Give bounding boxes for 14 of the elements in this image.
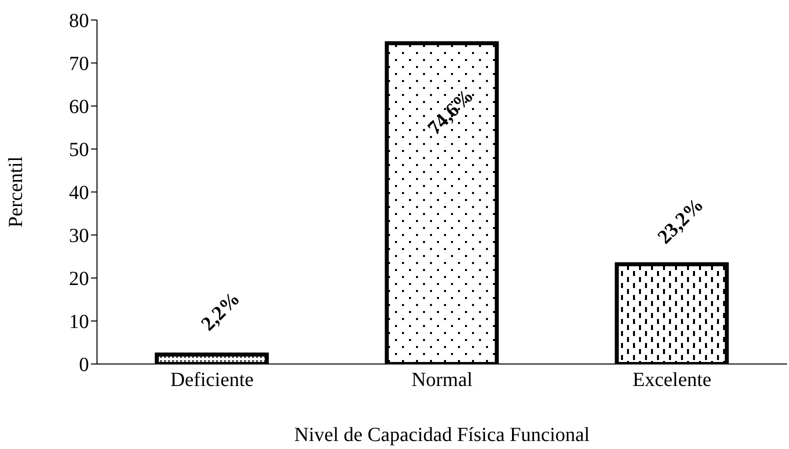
x-tick-label: Excelente	[632, 369, 712, 392]
y-tick-label: 70	[69, 53, 89, 76]
y-tick-label: 0	[79, 354, 89, 376]
x-axis-title: Nivel de Capacidad Física Funcional	[294, 424, 590, 446]
y-tick-label: 40	[69, 182, 89, 204]
x-tick-label: Deficiente	[170, 369, 254, 392]
x-tick-label: Normal	[411, 369, 473, 392]
y-tick-label: 60	[69, 96, 89, 118]
y-tick-label: 30	[69, 225, 89, 248]
y-tick-label: 80	[69, 10, 89, 32]
y-axis-title: Percentil	[5, 156, 28, 228]
y-tick-label: 50	[69, 139, 89, 162]
y-tick-label: 20	[69, 268, 89, 290]
y-tick-label: 10	[69, 311, 89, 334]
